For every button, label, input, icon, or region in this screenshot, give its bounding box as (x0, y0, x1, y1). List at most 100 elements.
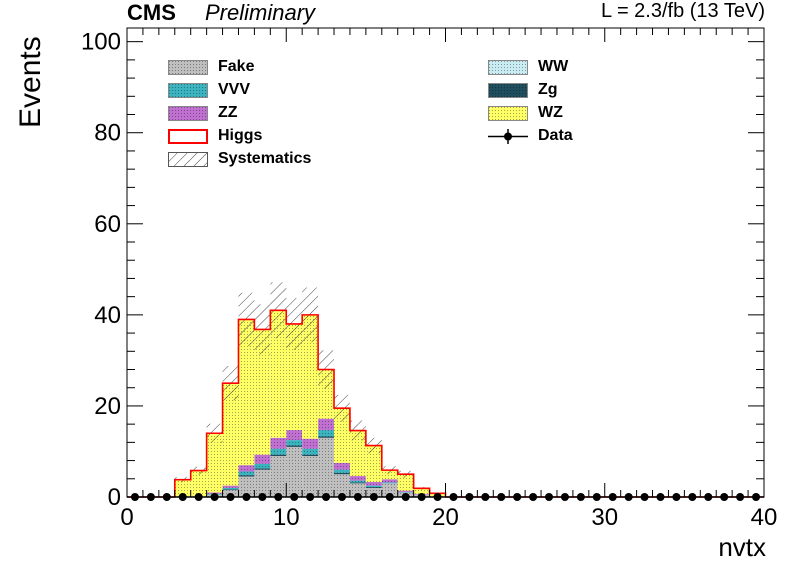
legend-swatch-fake (168, 59, 208, 75)
y-tick-label-20: 20 (94, 393, 121, 420)
data-point-23 (497, 493, 506, 501)
bar-texture-zg-6 (222, 489, 239, 491)
legend-item-zg: Zg (488, 81, 558, 99)
data-point-17 (401, 493, 410, 501)
bar-texture-vvv-9 (270, 448, 287, 455)
bar-texture-zz-6 (222, 485, 239, 488)
legend-label-zz: ZZ (218, 104, 238, 121)
bar-texture-zz-13 (334, 462, 350, 470)
legend-label-ww: WW (538, 58, 569, 75)
legend-item-data: Data (488, 127, 573, 145)
bar-texture-wz-7 (238, 319, 255, 466)
bar-texture-zz-11 (302, 438, 319, 449)
data-point-30 (608, 493, 617, 501)
bar-texture-wz-13 (334, 408, 350, 463)
legend-item-fake: Fake (168, 58, 254, 76)
data-point-14 (353, 493, 362, 501)
data-point-22 (481, 493, 490, 501)
y-tick-label-40: 40 (94, 302, 121, 329)
data-point-8 (258, 493, 267, 501)
bar-texture-vvv-7 (238, 471, 255, 476)
data-point-13 (337, 493, 346, 501)
bar-texture-zz-12 (318, 418, 335, 431)
legend-swatch-zg (488, 82, 528, 98)
bar-texture-wz-18 (413, 488, 430, 494)
data-point-15 (369, 493, 378, 501)
x-tick-label-20: 20 (432, 504, 459, 531)
y-tick-label-80: 80 (94, 120, 121, 147)
bar-texture-zg-12 (318, 436, 335, 438)
data-point-34 (672, 493, 681, 501)
x-tick-label-0: 0 (120, 504, 133, 531)
bar-texture-zz-15 (365, 481, 382, 486)
data-point-38 (736, 493, 745, 501)
experiment-label: CMS (127, 0, 176, 25)
data-point-5 (210, 493, 219, 501)
y-tick-label-60: 60 (94, 211, 121, 238)
bar-texture-zz-7 (238, 465, 255, 472)
y-axis-title: Events (14, 36, 47, 128)
data-point-37 (720, 493, 729, 501)
bar-texture-fake-15 (365, 487, 382, 497)
y-tick-label-0: 0 (108, 484, 121, 511)
x-axis-title: nvtx (718, 532, 766, 562)
data-point-31 (624, 493, 633, 501)
bar-texture-zg-14 (349, 482, 366, 484)
bar-texture-zg-11 (302, 454, 319, 457)
data-point-21 (465, 493, 474, 501)
legend-item-zz: ZZ (168, 104, 238, 122)
legend-item-ww: WW (488, 58, 568, 76)
data-point-10 (290, 493, 299, 501)
bar-texture-zg-15 (365, 486, 382, 488)
data-point-29 (592, 493, 601, 501)
data-point-19 (433, 493, 442, 501)
legend-label-zg: Zg (538, 81, 558, 98)
bar-texture-wz-11 (302, 314, 319, 439)
bar-texture-vvv-6 (222, 487, 239, 490)
legend-swatch-ww (488, 59, 528, 75)
bar-texture-fake-7 (238, 476, 255, 497)
bar-texture-wz-8 (254, 329, 271, 455)
bar-texture-vvv-12 (318, 430, 335, 437)
data-point-39 (752, 493, 761, 501)
legend-item-higgs: Higgs (168, 127, 262, 145)
data-point-32 (640, 493, 649, 501)
bar-texture-vvv-14 (349, 480, 366, 483)
bar-texture-zg-7 (238, 475, 255, 477)
bar-texture-zz-14 (349, 476, 366, 481)
bar-texture-wz-5 (206, 433, 223, 493)
data-point-16 (385, 493, 394, 501)
bar-texture-fake-12 (318, 437, 335, 497)
bar-texture-vvv-8 (254, 463, 271, 469)
bar-texture-wz-9 (270, 310, 287, 438)
legend-item-systematics: Systematics (168, 150, 311, 168)
data-point-11 (306, 493, 315, 501)
legend-label-wz: WZ (538, 104, 563, 121)
bar-texture-zz-10 (286, 430, 303, 441)
bar-texture-zz-8 (254, 454, 271, 464)
bar-texture-zz-9 (270, 437, 287, 449)
status-label: Preliminary (205, 0, 316, 25)
x-tick-label-40: 40 (751, 504, 778, 531)
data-point-25 (529, 493, 538, 501)
data-point-20 (449, 493, 458, 501)
legend-swatch-higgs (168, 128, 208, 144)
bar-texture-wz-4 (190, 470, 207, 497)
data-point-33 (656, 493, 665, 501)
data-point-6 (226, 493, 235, 501)
legend-label-data: Data (538, 127, 573, 144)
legend-swatch-wz (488, 105, 528, 121)
bar-texture-fake-16 (381, 483, 398, 497)
bar-texture-zz-16 (381, 479, 398, 483)
data-point-36 (704, 493, 713, 501)
bar-texture-vvv-11 (302, 448, 319, 455)
legend-swatch-systematics (168, 151, 208, 167)
data-point-0 (130, 493, 139, 501)
data-point-26 (545, 493, 554, 501)
legend-swatch-vvv (168, 82, 208, 98)
legend-swatch-zz (168, 105, 208, 121)
legend-label-higgs: Higgs (218, 127, 263, 144)
legend-label-vvv: VVV (218, 81, 251, 98)
data-point-9 (274, 493, 283, 501)
data-point-3 (178, 493, 187, 501)
